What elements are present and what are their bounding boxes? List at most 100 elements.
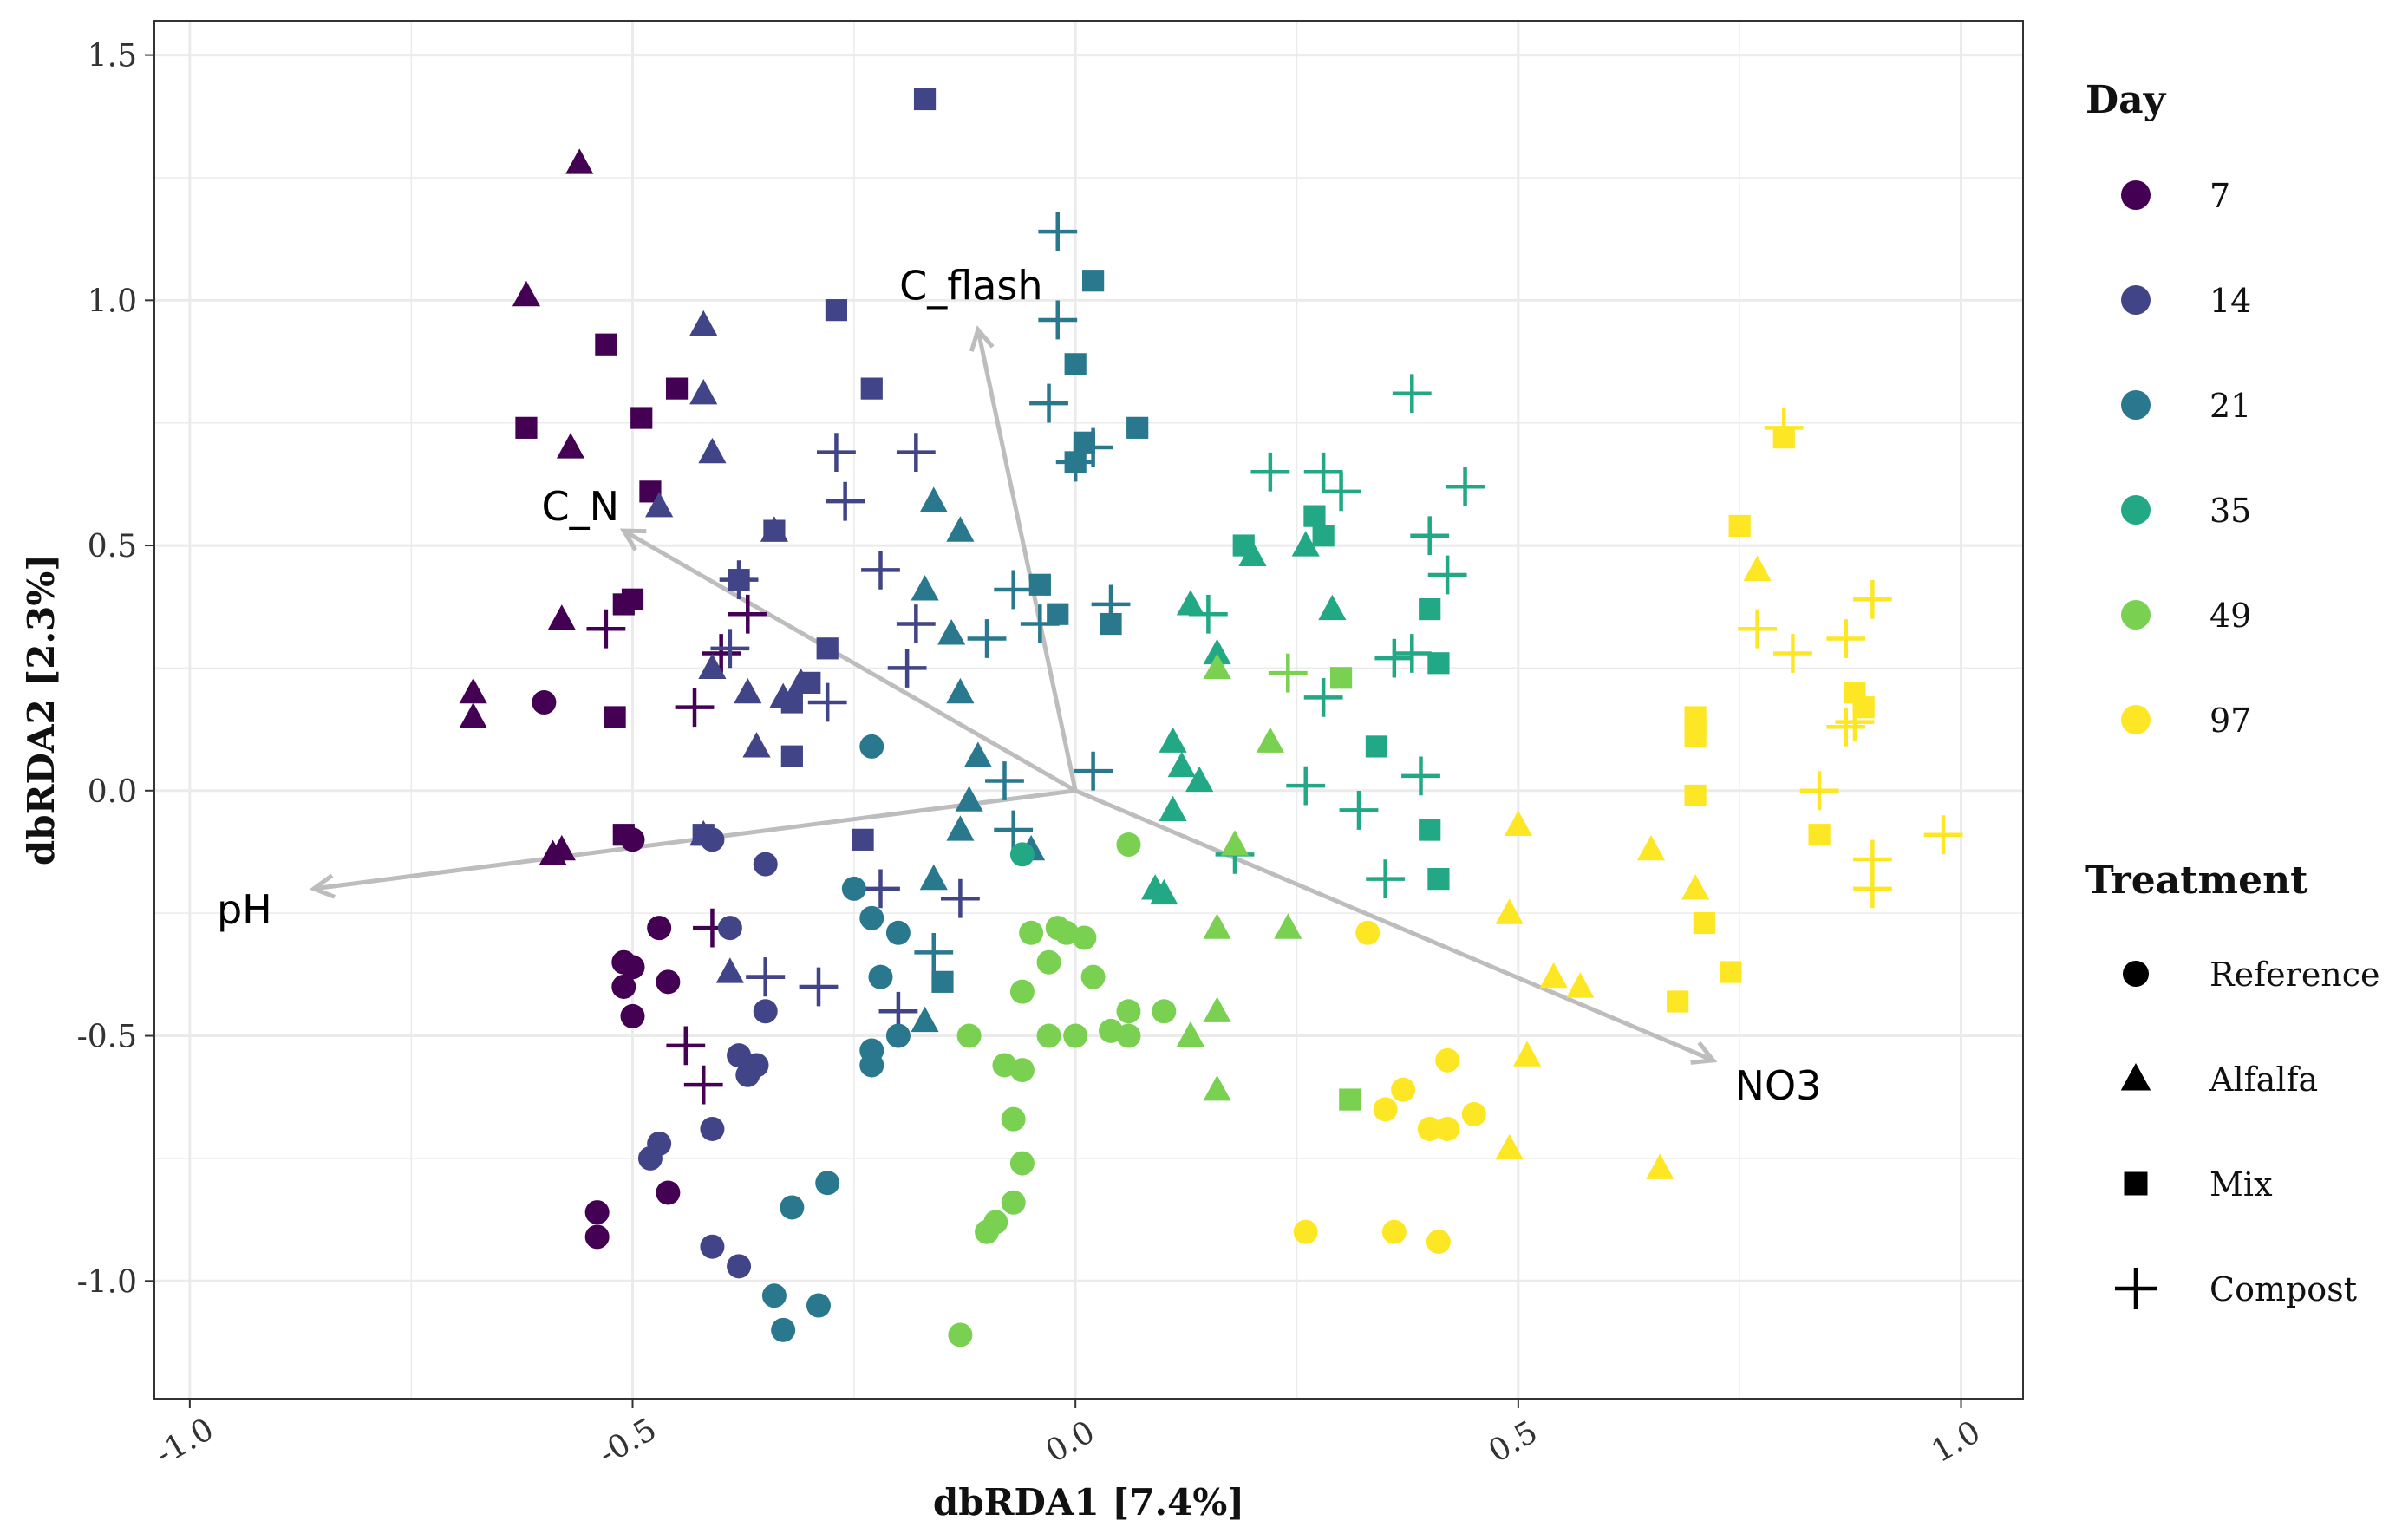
point-day14-triangle (689, 310, 718, 336)
point-day49-plus (1268, 653, 1308, 693)
point-day14-triangle (698, 653, 727, 680)
point-day7-triangle (459, 702, 487, 728)
point-day21-square (1028, 573, 1051, 596)
plot-area: C_flash C_N pH NO3 (153, 20, 2024, 1400)
point-day97-triangle (1636, 834, 1666, 861)
point-day35-plus (1446, 467, 1485, 506)
point-day14-plus (826, 481, 865, 521)
point-day49-circle (1116, 999, 1141, 1024)
legend-treatment-label: Alfalfa (2209, 1060, 2318, 1099)
series-day7-triangle (459, 148, 594, 865)
point-day97-triangle (1681, 874, 1710, 900)
legend-day-label: 49 (2209, 597, 2251, 635)
point-day35-triangle (1167, 751, 1196, 778)
y-tick-label: 0.5 (88, 529, 137, 564)
point-day35-square (1419, 597, 1441, 621)
point-day97-circle (1391, 1077, 1416, 1102)
legend-treatment-item-mix: Mix (2124, 1165, 2273, 1204)
arrow-label: pH (217, 886, 272, 933)
point-day7-triangle (565, 148, 594, 174)
point-day49-circle (1036, 949, 1061, 975)
point-day14-circle (753, 852, 778, 877)
point-day49-circle (1080, 964, 1106, 989)
point-day21-square (1047, 603, 1069, 625)
series-day14-plus (710, 433, 980, 1031)
legend-treatment-item-compost: Compost (2115, 1268, 2357, 1309)
point-day97-triangle (1495, 898, 1524, 924)
legend-day-label: 97 (2209, 701, 2251, 740)
point-day49-triangle (1220, 830, 1250, 856)
point-day49-circle (1116, 1023, 1141, 1048)
point-day14-plus (941, 878, 980, 918)
point-day21-plus (985, 761, 1024, 800)
series-day97-square (1667, 427, 1875, 1013)
point-day97-square (1693, 911, 1715, 935)
point-day14-circle (700, 1116, 725, 1141)
legend-treatment-label: Reference (2209, 956, 2380, 994)
point-day14-plus (746, 957, 786, 997)
point-day7-triangle (556, 433, 585, 459)
point-day21-triangle (946, 815, 975, 841)
point-day7-square (604, 706, 626, 728)
legend-treatment-label: Compost (2209, 1270, 2357, 1308)
legend-day-item-21: 21 (2121, 387, 2251, 425)
point-day49-circle (1009, 1151, 1035, 1176)
point-day14-square (799, 671, 821, 694)
point-day35-square (1365, 735, 1388, 758)
panel-background (154, 21, 2023, 1399)
point-day14-square (780, 745, 803, 767)
arrow-no3: NO3 (1074, 788, 1822, 1109)
point-day7-circle (584, 1224, 610, 1250)
arrow-head (309, 873, 336, 899)
point-day97-triangle (1539, 962, 1568, 989)
legend-treatment-item-alfalfa: Alfalfa (2120, 1060, 2318, 1099)
point-day35-triangle (1318, 594, 1347, 621)
point-day35-plus (1250, 452, 1290, 492)
arrow-label: NO3 (1735, 1062, 1822, 1109)
point-day14-plus (861, 550, 900, 590)
point-day35-triangle (1150, 878, 1178, 905)
point-day21-circle (771, 1317, 796, 1342)
point-day14-circle (727, 1254, 752, 1279)
point-day7-circle (647, 916, 672, 941)
point-day97-triangle (1646, 1153, 1674, 1179)
point-day21-circle (841, 876, 866, 901)
legend-day-item-97: 97 (2121, 701, 2251, 740)
point-day7-circle (620, 955, 645, 980)
point-day97-square (1808, 824, 1831, 846)
legend-day-item-35: 35 (2121, 492, 2251, 530)
point-day97-square (1684, 726, 1707, 748)
point-day35-circle (1009, 842, 1035, 867)
series-day21-plus (914, 212, 1131, 972)
point-day14-triangle (645, 492, 674, 518)
point-day49-triangle (1203, 653, 1231, 680)
point-day35-square (1232, 534, 1255, 557)
series-day49-circle (948, 832, 1177, 1348)
point-day97-plus (1923, 815, 1963, 855)
point-day14-plus (719, 560, 759, 600)
point-day21-triangle (963, 741, 992, 767)
series-day7-circle (532, 690, 681, 1250)
point-day14-circle (753, 999, 778, 1024)
point-day7-square (612, 824, 635, 846)
point-day14-plus (807, 682, 847, 722)
arrow-c-flash: C_flash (899, 262, 1078, 792)
point-day49-triangle (1203, 913, 1231, 939)
point-day14-square (860, 377, 883, 400)
point-day14-circle (637, 1145, 663, 1171)
point-day35-plus (1401, 756, 1440, 796)
point-day35-plus (1392, 374, 1432, 414)
point-day14-plus (861, 869, 900, 909)
point-day21-circle (859, 905, 884, 930)
point-day21-plus (1074, 751, 1113, 791)
point-day21-circle (815, 1171, 840, 1196)
point-day21-triangle (937, 619, 966, 645)
point-day97-plus (1826, 619, 1866, 658)
point-day14-square (825, 299, 848, 322)
legend-day-label: 14 (2209, 282, 2251, 320)
point-day14-plus (896, 433, 936, 473)
point-day7-plus (728, 594, 767, 634)
point-day14-square (816, 637, 839, 660)
point-day21-square (931, 970, 954, 993)
